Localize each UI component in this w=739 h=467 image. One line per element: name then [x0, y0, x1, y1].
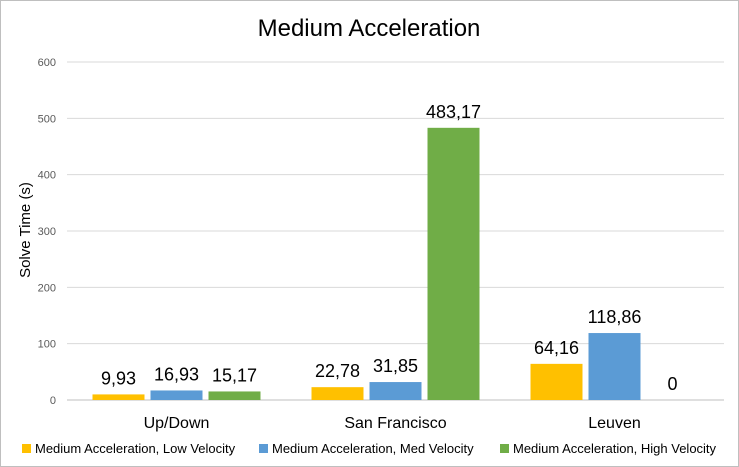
legend: Medium Acceleration, Low Velocity Medium … — [22, 441, 717, 456]
bar — [427, 127, 480, 400]
category-labels: Up/Down San Francisco Leuven — [144, 415, 641, 432]
y-tick-label: 400 — [38, 170, 56, 182]
data-label: 64,16 — [534, 338, 579, 358]
bar — [150, 390, 203, 400]
legend-swatch — [500, 444, 509, 453]
legend-label: Medium Acceleration, Low Velocity — [35, 441, 236, 456]
legend-label: Medium Acceleration, Med Velocity — [272, 441, 474, 456]
bar — [208, 391, 261, 400]
data-label: 22,78 — [315, 361, 360, 381]
category-label: Leuven — [588, 415, 641, 432]
y-tick-label: 500 — [38, 113, 56, 125]
legend-swatch — [22, 444, 31, 453]
bar — [369, 382, 422, 400]
bar — [311, 387, 364, 400]
bar — [530, 363, 583, 400]
y-axis-ticks: 0 100 200 300 400 500 600 — [38, 57, 56, 407]
y-tick-label: 300 — [38, 226, 56, 238]
data-label: 483,17 — [426, 102, 481, 122]
data-label: 118,86 — [588, 307, 642, 327]
legend-label: Medium Acceleration, High Velocity — [513, 441, 717, 456]
chart-title: Medium Acceleration — [258, 15, 481, 42]
legend-swatch — [259, 444, 268, 453]
y-tick-label: 200 — [38, 282, 56, 294]
y-axis-label: Solve Time (s) — [17, 182, 34, 278]
y-tick-label: 0 — [50, 395, 56, 407]
bars — [92, 127, 641, 400]
bar — [588, 333, 641, 400]
y-tick-label: 600 — [38, 57, 56, 69]
category-label: San Francisco — [344, 415, 446, 432]
bar — [92, 394, 145, 400]
data-labels: 9,93 16,93 15,17 22,78 31,85 483,17 64,16 118,8… — [101, 102, 678, 394]
data-label: 9,93 — [101, 368, 136, 388]
data-label: 15,17 — [212, 365, 257, 385]
category-label: Up/Down — [144, 415, 210, 432]
y-tick-label: 100 — [38, 339, 56, 351]
data-label: 0 — [667, 374, 677, 394]
data-label: 31,85 — [373, 356, 418, 376]
data-label: 16,93 — [154, 364, 199, 384]
